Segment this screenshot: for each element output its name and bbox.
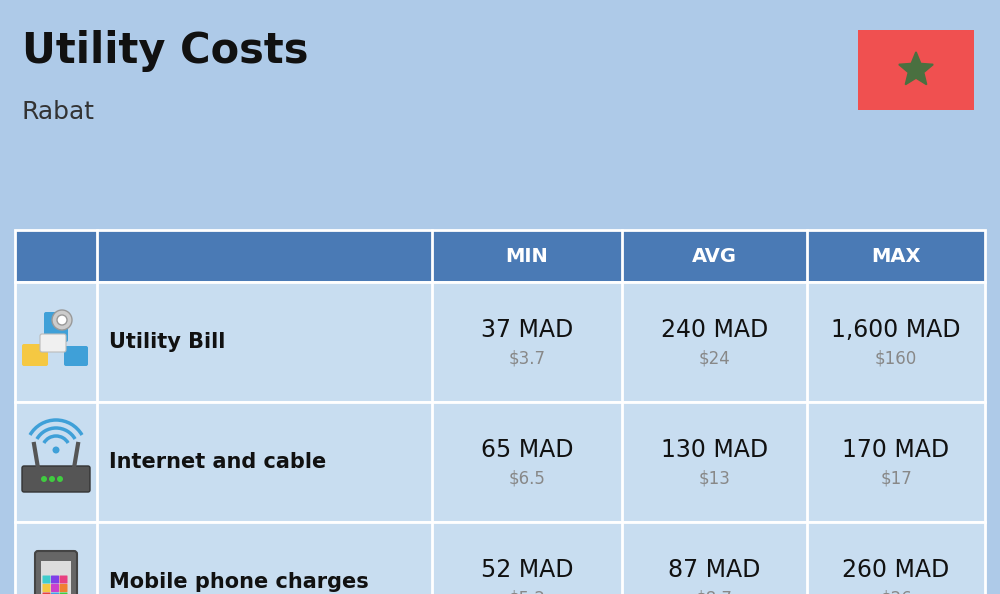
Text: Utility Bill: Utility Bill bbox=[109, 332, 225, 352]
Circle shape bbox=[57, 315, 67, 325]
FancyBboxPatch shape bbox=[42, 592, 50, 594]
Polygon shape bbox=[899, 52, 933, 84]
FancyBboxPatch shape bbox=[60, 584, 68, 592]
Text: Utility Costs: Utility Costs bbox=[22, 30, 308, 72]
Text: $8.7: $8.7 bbox=[696, 589, 733, 594]
FancyBboxPatch shape bbox=[858, 30, 974, 110]
Text: $160: $160 bbox=[875, 349, 917, 367]
Circle shape bbox=[52, 447, 60, 453]
Text: 240 MAD: 240 MAD bbox=[661, 318, 768, 342]
FancyBboxPatch shape bbox=[15, 402, 985, 522]
FancyBboxPatch shape bbox=[22, 466, 90, 492]
Text: MIN: MIN bbox=[506, 247, 548, 266]
Text: 1,600 MAD: 1,600 MAD bbox=[831, 318, 961, 342]
Text: AVG: AVG bbox=[692, 247, 737, 266]
Circle shape bbox=[57, 476, 63, 482]
Text: Mobile phone charges: Mobile phone charges bbox=[109, 572, 369, 592]
FancyBboxPatch shape bbox=[64, 346, 88, 366]
FancyBboxPatch shape bbox=[35, 551, 77, 594]
Text: 65 MAD: 65 MAD bbox=[481, 438, 573, 462]
FancyBboxPatch shape bbox=[15, 230, 985, 282]
Text: $17: $17 bbox=[880, 469, 912, 487]
Text: MAX: MAX bbox=[871, 247, 921, 266]
Text: 130 MAD: 130 MAD bbox=[661, 438, 768, 462]
FancyBboxPatch shape bbox=[42, 584, 50, 592]
Text: 87 MAD: 87 MAD bbox=[668, 558, 761, 582]
FancyBboxPatch shape bbox=[51, 576, 59, 583]
Text: $24: $24 bbox=[699, 349, 730, 367]
Text: 52 MAD: 52 MAD bbox=[481, 558, 573, 582]
FancyBboxPatch shape bbox=[60, 592, 68, 594]
Text: $26: $26 bbox=[880, 589, 912, 594]
Text: 170 MAD: 170 MAD bbox=[842, 438, 950, 462]
FancyBboxPatch shape bbox=[15, 282, 985, 402]
FancyBboxPatch shape bbox=[15, 522, 985, 594]
FancyBboxPatch shape bbox=[51, 584, 59, 592]
FancyBboxPatch shape bbox=[42, 576, 50, 583]
FancyBboxPatch shape bbox=[41, 561, 71, 594]
Circle shape bbox=[52, 310, 72, 330]
Text: $13: $13 bbox=[699, 469, 730, 487]
Circle shape bbox=[49, 476, 55, 482]
Text: Rabat: Rabat bbox=[22, 100, 95, 124]
FancyBboxPatch shape bbox=[44, 312, 68, 342]
Text: $6.5: $6.5 bbox=[509, 469, 545, 487]
Text: $5.2: $5.2 bbox=[509, 589, 546, 594]
Text: 37 MAD: 37 MAD bbox=[481, 318, 573, 342]
FancyBboxPatch shape bbox=[40, 334, 66, 352]
Text: 260 MAD: 260 MAD bbox=[842, 558, 950, 582]
Circle shape bbox=[41, 476, 47, 482]
FancyBboxPatch shape bbox=[22, 344, 48, 366]
Text: $3.7: $3.7 bbox=[509, 349, 546, 367]
FancyBboxPatch shape bbox=[51, 592, 59, 594]
FancyBboxPatch shape bbox=[60, 576, 68, 583]
Text: Internet and cable: Internet and cable bbox=[109, 452, 326, 472]
